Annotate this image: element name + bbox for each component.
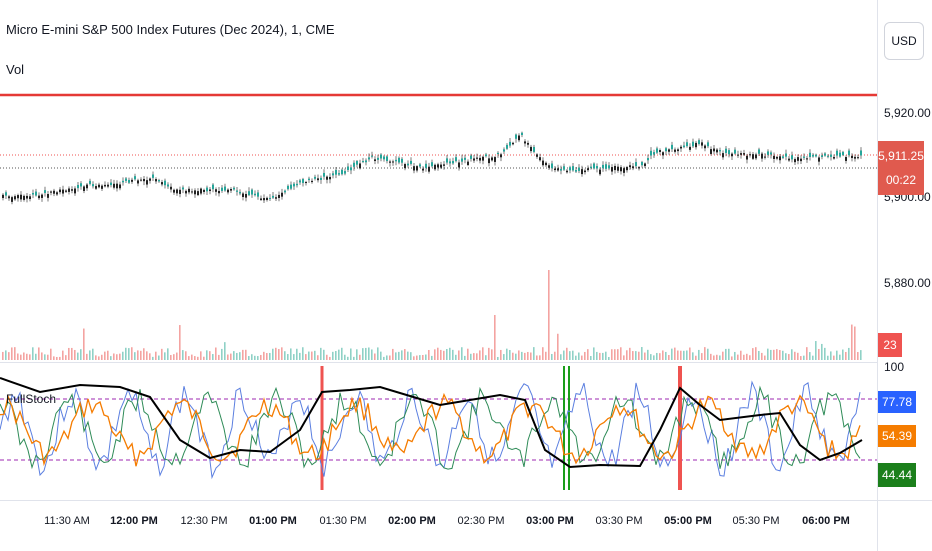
volume-indicator-label[interactable]: Vol bbox=[6, 62, 25, 77]
currency-button[interactable]: USD bbox=[884, 22, 924, 60]
time-tick: 05:30 PM bbox=[732, 515, 780, 527]
stoch-blue-value: 77.78 bbox=[878, 391, 916, 413]
time-tick: 02:30 PM bbox=[457, 515, 505, 527]
time-tick: 01:00 PM bbox=[249, 515, 297, 527]
time-tick: 11:30 AM bbox=[44, 515, 90, 527]
pane-divider[interactable] bbox=[0, 362, 877, 363]
time-tick: 01:30 PM bbox=[319, 515, 367, 527]
time-scale[interactable]: 11:30 AM 12:00 PM 12:30 PM 01:00 PM 01:30 PM… bbox=[0, 500, 877, 551]
stoch-d-line bbox=[0, 392, 861, 467]
last-price-tag: 5,911.25 00:22 bbox=[878, 141, 924, 195]
time-tick: 03:30 PM bbox=[595, 515, 643, 527]
time-tick: 06:00 PM bbox=[802, 515, 850, 527]
price-scale[interactable] bbox=[877, 0, 932, 500]
time-tick: 03:00 PM bbox=[526, 515, 574, 527]
stoch-indicator-label[interactable]: FullStoch bbox=[6, 392, 57, 406]
time-tick: 05:00 PM bbox=[664, 515, 712, 527]
stoch-label-100: 100 bbox=[884, 360, 905, 374]
price-label-5920: 5,920.00 bbox=[884, 106, 931, 120]
chart-canvas[interactable] bbox=[0, 0, 877, 500]
time-tick: 02:00 PM bbox=[388, 515, 436, 527]
chart-area[interactable]: Micro E-mini S&P 500 Index Futures (Dec … bbox=[0, 0, 877, 550]
chart-title: Micro E-mini S&P 500 Index Futures (Dec … bbox=[6, 22, 335, 37]
volume-value-tag: 23 bbox=[878, 333, 902, 357]
time-tick: 12:30 PM bbox=[180, 515, 228, 527]
time-tick: 12:00 PM bbox=[110, 515, 158, 527]
bar-countdown: 00:22 bbox=[885, 173, 917, 187]
stoch-k-fast-line bbox=[0, 380, 861, 480]
price-label-5880: 5,880.00 bbox=[884, 276, 931, 290]
stoch-k-line bbox=[0, 385, 861, 470]
stoch-slow-line bbox=[0, 377, 863, 469]
stoch-green-value: 44.44 bbox=[878, 463, 916, 487]
stoch-signal-markers bbox=[320, 366, 682, 490]
volume-bars bbox=[2, 270, 862, 360]
stoch-orange-value: 54.39 bbox=[878, 425, 916, 447]
last-price-value: 5,911.25 bbox=[878, 149, 924, 163]
scale-corner[interactable] bbox=[877, 500, 932, 551]
price-candles bbox=[2, 131, 862, 205]
